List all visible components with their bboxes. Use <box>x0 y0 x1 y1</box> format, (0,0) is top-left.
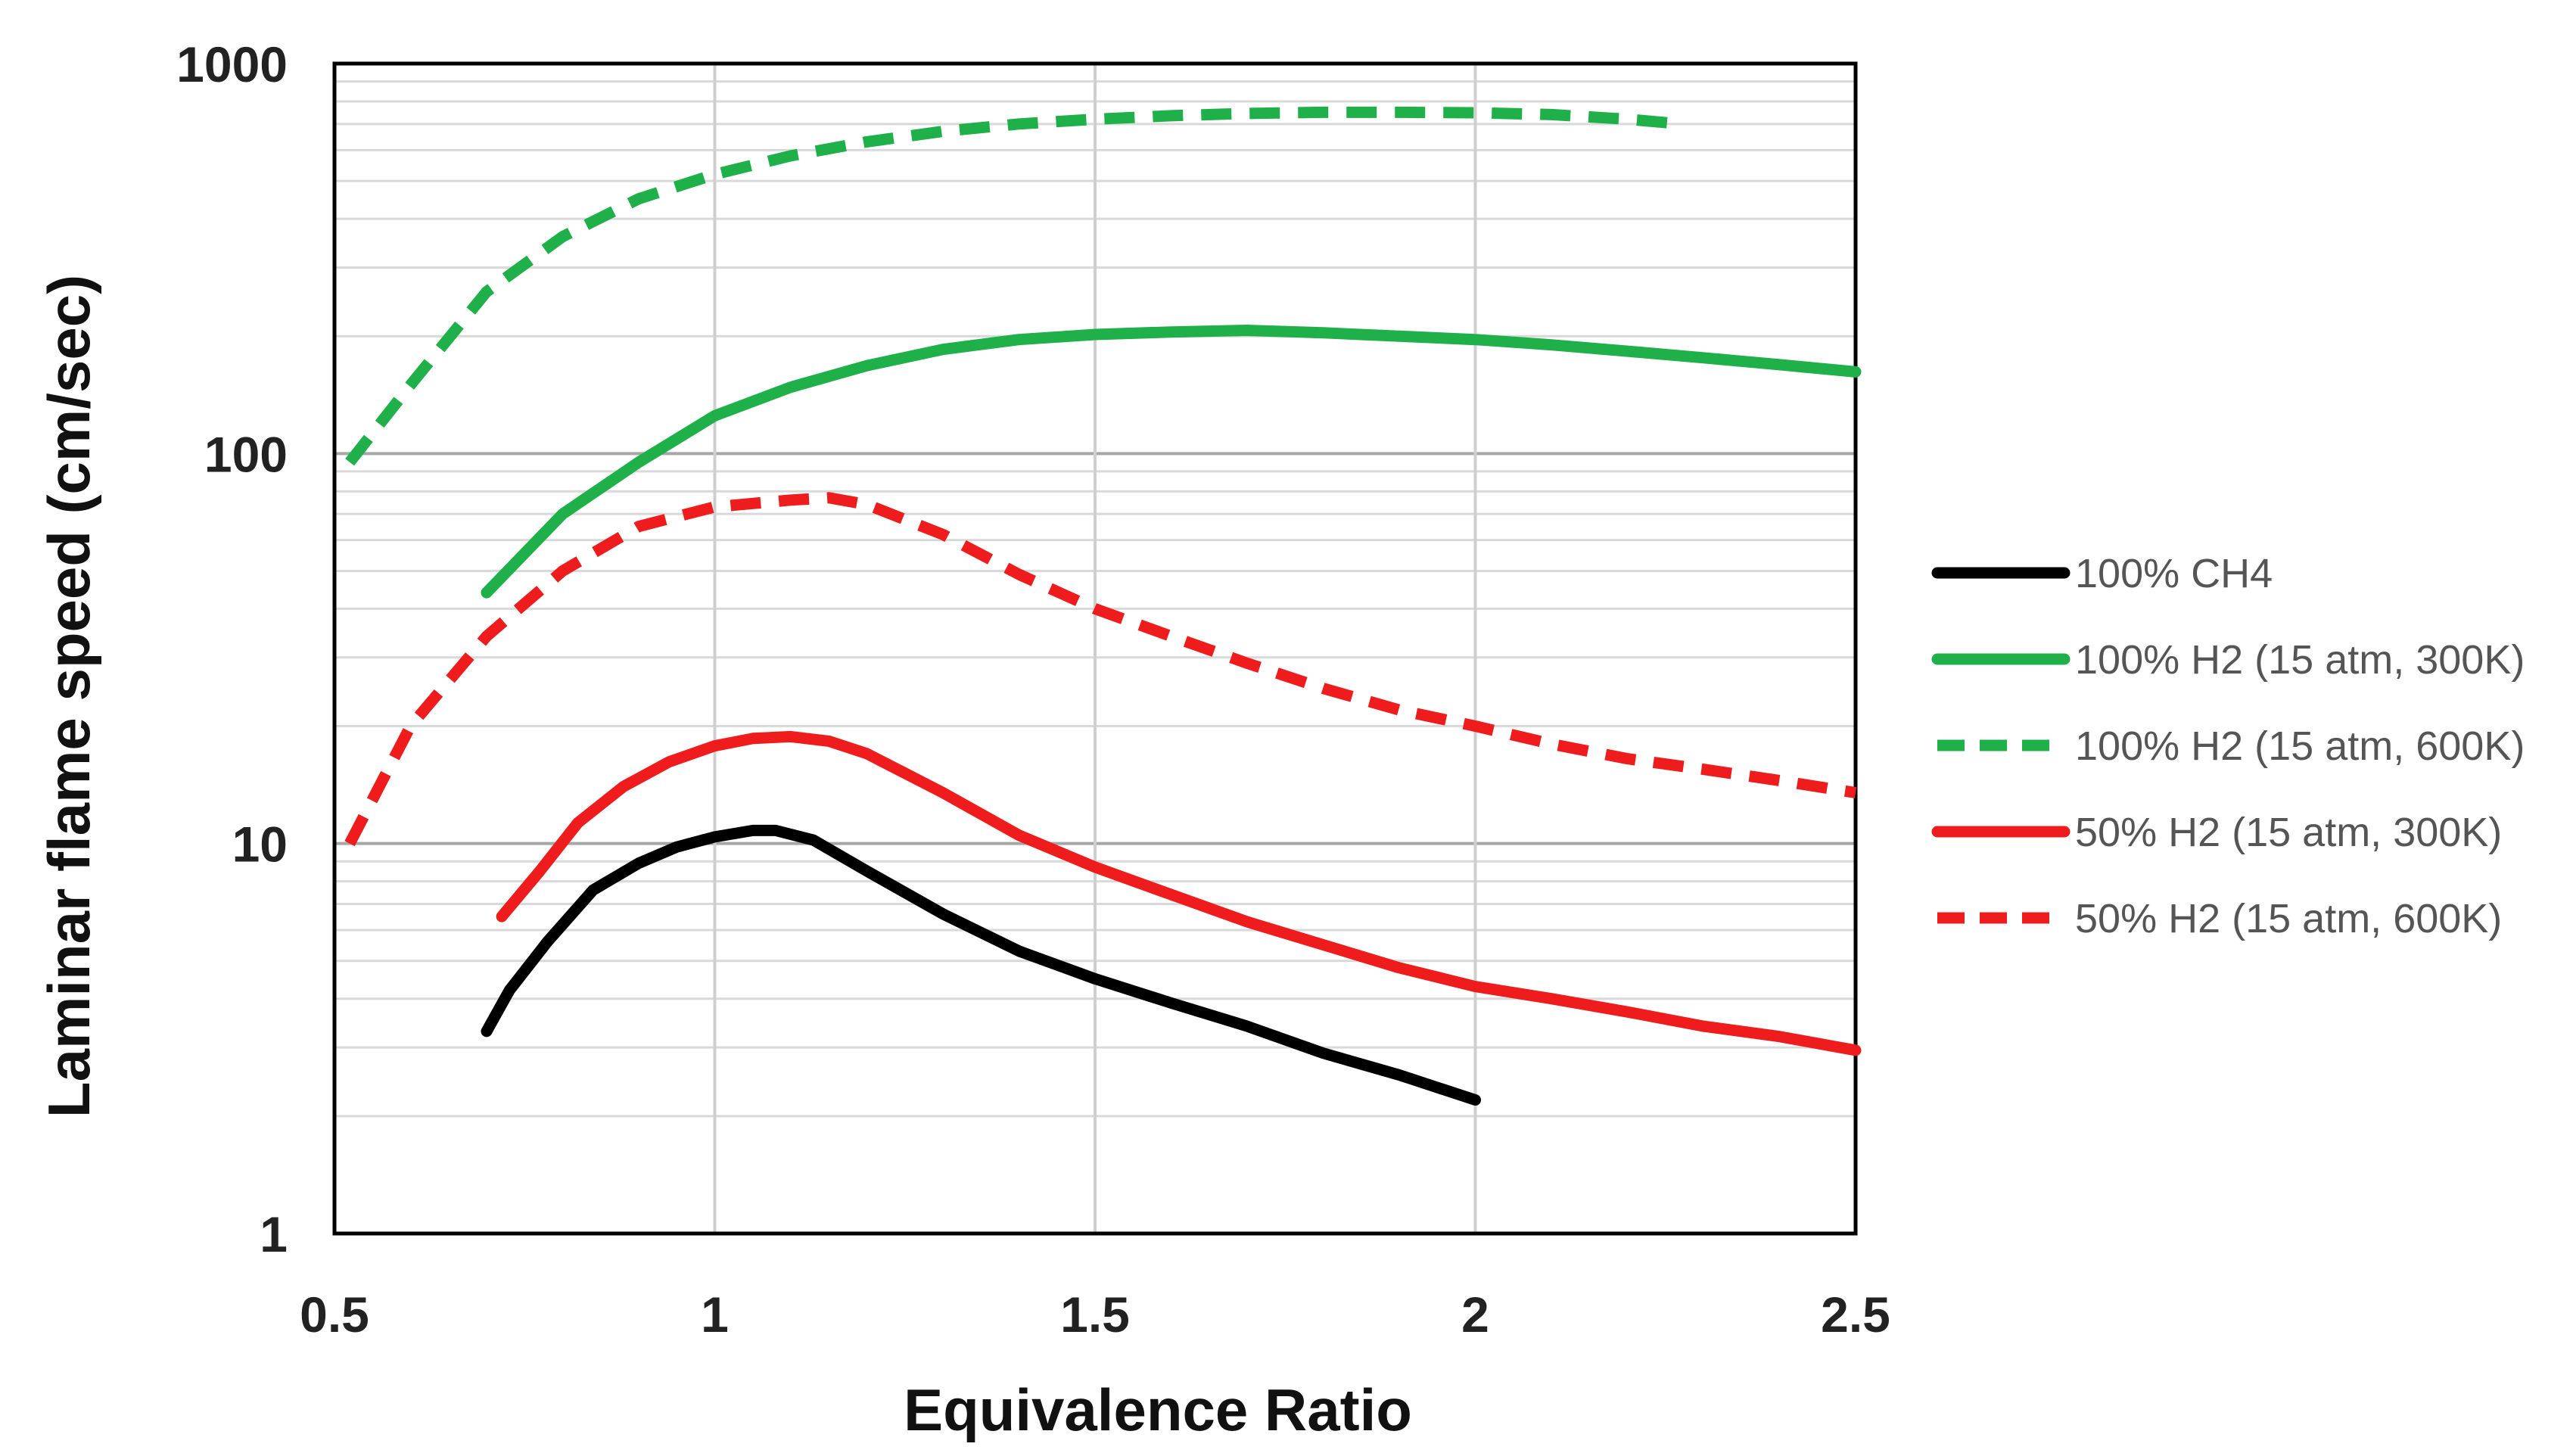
legend-label: 50% H2 (15 atm, 600K) <box>2075 896 2502 941</box>
x-tick-label: 2 <box>1461 1286 1489 1342</box>
series-line-2 <box>481 325 1862 599</box>
y-axis-tick-labels: 1 10 100 1000 <box>176 36 288 1262</box>
legend-label: 100% H2 (15 atm, 600K) <box>2075 723 2525 769</box>
x-tick-label: 1 <box>701 1286 729 1342</box>
x-axis-tick-labels: 0.5 1 1.5 2 2.5 <box>300 1286 1890 1342</box>
y-axis-title: Laminar flame speed (cm/sec) <box>36 275 102 1118</box>
x-tick-label: 1.5 <box>1060 1286 1130 1342</box>
legend-label: 100% H2 (15 atm, 300K) <box>2075 637 2525 683</box>
y-tick-label: 10 <box>232 817 288 873</box>
series-line-4 <box>496 730 1862 1056</box>
legend-label: 100% CH4 <box>2075 551 2273 596</box>
legend: 100% CH4 100% H2 (15 atm, 300K) 100% H2 (1… <box>1931 551 2525 941</box>
series-layer <box>344 106 1862 1106</box>
y-tick-label: 100 <box>204 426 288 482</box>
y-tick-label: 1000 <box>176 36 288 92</box>
x-axis-title: Equivalence Ratio <box>904 1377 1412 1443</box>
plot-area-border <box>332 61 1858 1236</box>
x-tick-label: 2.5 <box>1821 1286 1890 1342</box>
series-line-3 <box>345 106 1682 466</box>
x-tick-label: 0.5 <box>300 1286 369 1342</box>
series-line-5 <box>344 492 1857 847</box>
legend-label: 50% H2 (15 atm, 300K) <box>2075 810 2502 855</box>
series-line-1 <box>481 824 1481 1106</box>
y-tick-label: 1 <box>260 1206 288 1262</box>
